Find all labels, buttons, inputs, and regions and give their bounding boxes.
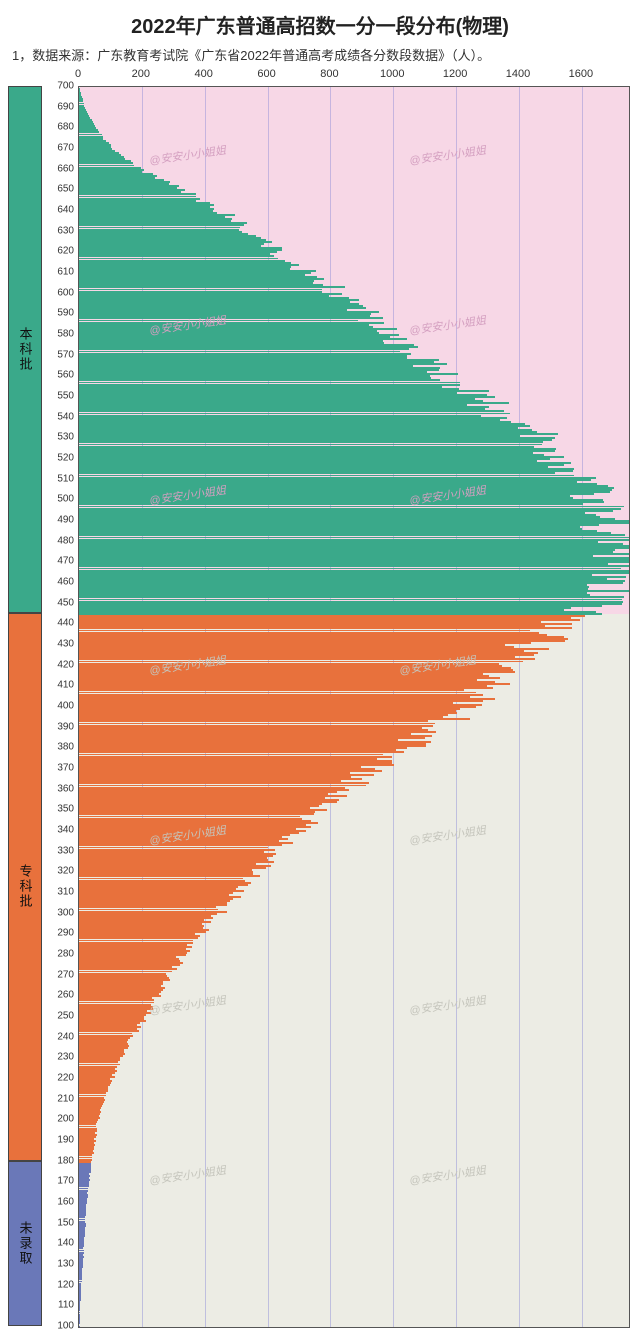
y-tick-label: 310: [44, 887, 74, 898]
y-tick-label: 190: [44, 1135, 74, 1146]
y-tick-label: 420: [44, 659, 74, 670]
y-tick-label: 110: [44, 1300, 74, 1311]
y-tick-label: 640: [44, 205, 74, 216]
y-tick-label: 520: [44, 453, 74, 464]
y-tick-label: 130: [44, 1259, 74, 1270]
x-tick-label: 1000: [380, 68, 404, 80]
plot-area: @安安小小姐姐@安安小小姐姐@安安小小姐姐@安安小小姐姐@安安小小姐姐@安安小小…: [78, 86, 630, 1328]
bg-band: [79, 1162, 629, 1327]
category-label: 专科批: [16, 864, 35, 909]
y-tick-label: 620: [44, 246, 74, 257]
x-tick-label: 1200: [443, 68, 467, 80]
y-tick-label: 560: [44, 370, 74, 381]
y-tick-label: 480: [44, 535, 74, 546]
y-tick-label: 100: [44, 1321, 74, 1332]
y-tick-label: 380: [44, 742, 74, 753]
category-label: 本科批: [16, 327, 35, 372]
y-tick-label: 140: [44, 1238, 74, 1249]
y-tick-label: 600: [44, 287, 74, 298]
category-label: 未录取: [16, 1221, 35, 1266]
x-tick-label: 400: [195, 68, 213, 80]
y-tick-label: 550: [44, 391, 74, 402]
category-band: 本科批: [8, 86, 42, 613]
y-tick-label: 260: [44, 990, 74, 1001]
y-tick-label: 530: [44, 432, 74, 443]
y-tick-label: 670: [44, 143, 74, 154]
y-tick-label: 210: [44, 1093, 74, 1104]
y-tick-label: 580: [44, 329, 74, 340]
category-bands: 本科批专科批未录取: [8, 86, 42, 1326]
y-tick-label: 390: [44, 721, 74, 732]
y-tick-label: 660: [44, 163, 74, 174]
y-tick-label: 360: [44, 783, 74, 794]
y-tick-label: 200: [44, 1114, 74, 1125]
y-tick-label: 180: [44, 1155, 74, 1166]
y-tick-label: 150: [44, 1217, 74, 1228]
y-tick-label: 370: [44, 763, 74, 774]
y-tick-label: 410: [44, 680, 74, 691]
y-tick-label: 570: [44, 349, 74, 360]
y-tick-label: 330: [44, 845, 74, 856]
y-tick-label: 300: [44, 907, 74, 918]
y-tick-label: 510: [44, 473, 74, 484]
y-tick-label: 490: [44, 515, 74, 526]
category-band: 专科批: [8, 613, 42, 1161]
y-tick-label: 350: [44, 804, 74, 815]
x-tick-label: 800: [320, 68, 338, 80]
y-tick-label: 630: [44, 225, 74, 236]
chart-subtitle: 1，数据来源：广东教育考试院《广东省2022年普通高考成绩各分数段数据》（人）。: [0, 39, 640, 68]
y-tick-label: 700: [44, 81, 74, 92]
y-tick-label: 280: [44, 949, 74, 960]
x-axis: 0 200 400 600 800 1000 1200 1400 1600: [78, 68, 628, 86]
y-tick-label: 430: [44, 639, 74, 650]
y-axis-labels: 7006906806706606506406306206106005905805…: [46, 86, 76, 1326]
y-tick-label: 220: [44, 1073, 74, 1084]
y-tick-label: 340: [44, 825, 74, 836]
y-tick-label: 680: [44, 122, 74, 133]
y-tick-label: 460: [44, 577, 74, 588]
y-tick-label: 120: [44, 1279, 74, 1290]
y-tick-label: 540: [44, 411, 74, 422]
y-tick-label: 450: [44, 597, 74, 608]
y-tick-label: 290: [44, 928, 74, 939]
y-tick-label: 400: [44, 701, 74, 712]
category-band: 未录取: [8, 1161, 42, 1326]
y-tick-label: 270: [44, 969, 74, 980]
y-tick-label: 690: [44, 101, 74, 112]
x-tick-label: 1600: [569, 68, 593, 80]
y-tick-label: 650: [44, 184, 74, 195]
chart: 02004006008001000120014001600 本科批专科批未录取 …: [8, 68, 630, 1328]
y-tick-label: 590: [44, 308, 74, 319]
y-tick-label: 250: [44, 1011, 74, 1022]
x-tick-label: 600: [257, 68, 275, 80]
gridline: [519, 87, 520, 1327]
y-tick-label: 610: [44, 267, 74, 278]
x-tick-label: 200: [132, 68, 150, 80]
y-tick-label: 230: [44, 1052, 74, 1063]
x-tick-label: 0: [75, 68, 81, 80]
chart-title: 2022年广东普通高招数一分一段分布(物理): [0, 0, 640, 39]
x-tick-label: 1400: [506, 68, 530, 80]
y-tick-label: 160: [44, 1197, 74, 1208]
y-tick-label: 170: [44, 1176, 74, 1187]
y-tick-label: 500: [44, 494, 74, 505]
gridline: [582, 87, 583, 1327]
y-tick-label: 240: [44, 1031, 74, 1042]
y-tick-label: 320: [44, 866, 74, 877]
y-tick-label: 440: [44, 618, 74, 629]
y-tick-label: 470: [44, 556, 74, 567]
